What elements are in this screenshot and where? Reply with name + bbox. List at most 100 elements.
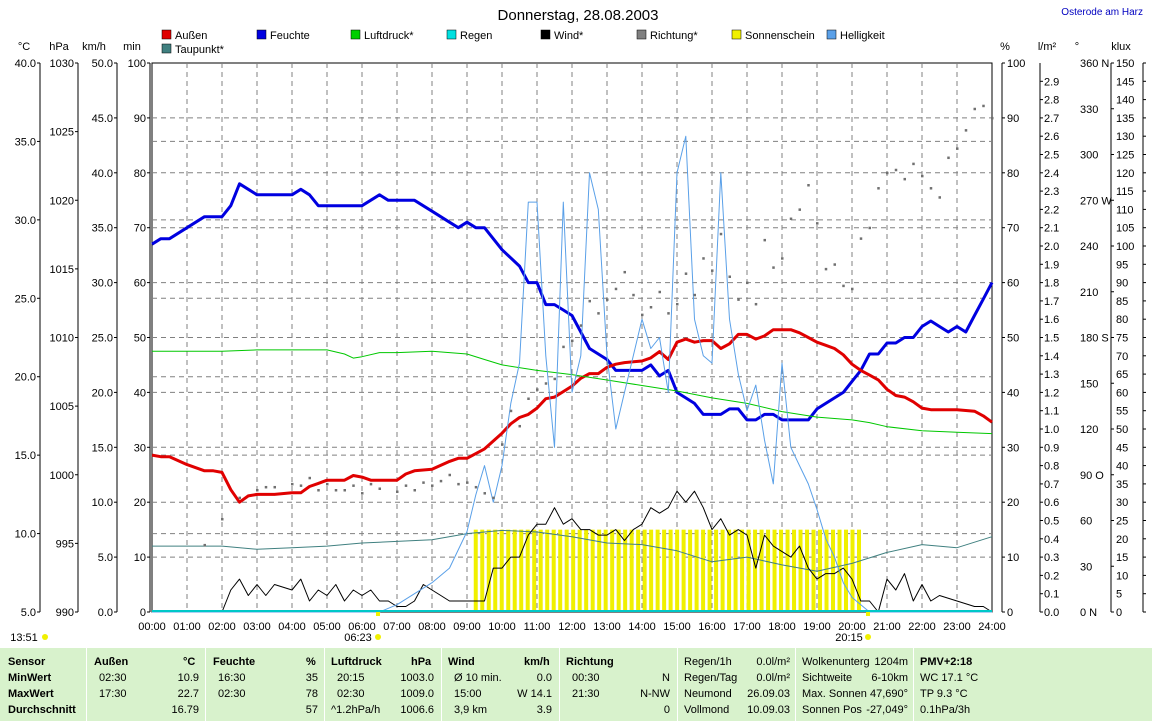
luftdruck-unit: hPa	[411, 656, 432, 668]
x-tick-15: 15:00	[663, 621, 691, 633]
sunshine-bar-50	[798, 529, 803, 612]
richtung-point-1	[221, 517, 224, 521]
axis-rain-tick-6: 2.3	[1044, 186, 1059, 198]
legend-label-6: Richtung*	[650, 30, 698, 42]
axis-lux-tick-25: 25	[1116, 516, 1128, 528]
luftdruck-max: 1009.0	[400, 688, 434, 700]
aussen-max: 22.7	[177, 688, 199, 700]
axis-percent-tick-0: 100	[1007, 58, 1025, 70]
richtung-max: N-NW	[640, 688, 670, 700]
sunshine-bar-51	[805, 529, 810, 612]
richtung-point-83	[973, 107, 976, 111]
richtung-point-65	[816, 222, 819, 225]
sunshine-bar-20	[603, 529, 608, 612]
sunshine-bar-40	[733, 529, 738, 612]
richtung-point-45	[641, 313, 644, 317]
richtung-point-43	[623, 270, 626, 274]
axis-lux-tick-2: 140	[1116, 95, 1134, 107]
richtung-point-60	[772, 266, 775, 269]
sunshine-bar-1	[480, 529, 485, 612]
richtung-point-25	[466, 481, 469, 484]
luftdruck-trend: ^1.2hPa/h	[331, 704, 381, 716]
wolken: 1204m	[874, 656, 908, 668]
axis-min-tick-5: 50	[134, 333, 146, 345]
axis-min-tick-2: 80	[134, 168, 146, 180]
richtung-point-13	[352, 484, 355, 487]
sunshine-bar-58	[850, 529, 855, 612]
sunshine-bar-41	[740, 529, 745, 612]
axis-wind-tick-8: 10.0	[92, 497, 113, 509]
vollmond: 10.09.03	[747, 704, 790, 716]
richtung-point-36	[562, 345, 565, 349]
sunshine-bar-28	[655, 529, 660, 612]
vollmond-label: Vollmond	[684, 704, 730, 716]
axis-percent-tick-7: 30	[1007, 442, 1019, 454]
richtung-point-30	[509, 409, 513, 413]
col-luftdruck: Luftdruck hPa 20:15 1003.0 02:30 1009.0 …	[325, 648, 441, 721]
aussen-min-time: 02:30	[99, 672, 127, 684]
neumond: 26.09.03	[747, 688, 790, 700]
sunshine-bar-16	[577, 529, 582, 612]
sunshine-bar-46	[772, 529, 777, 612]
axis-min-tick-4: 60	[134, 278, 146, 290]
axis-lux-tick-24: 30	[1116, 497, 1128, 509]
axis-rain-tick-28: 0.1	[1044, 589, 1059, 601]
axis-lux-tick-27: 15	[1116, 552, 1128, 564]
axis-min-tick-10: 0	[140, 607, 146, 619]
feuchte-unit: %	[306, 656, 316, 668]
richtung-point-10	[326, 482, 329, 486]
neumond-label: Neumond	[684, 688, 732, 700]
series-luftdruck-line	[152, 349, 993, 435]
legend-swatch-3	[350, 29, 361, 40]
x-tick-9: 09:00	[453, 621, 481, 633]
axis-rain-unit: l/m²	[1038, 41, 1057, 53]
richtung-point-37	[571, 339, 574, 343]
sensor-header: Sensor	[8, 656, 46, 668]
sunshine-bar-2	[486, 529, 491, 612]
x-tick-10: 10:00	[488, 621, 516, 633]
legend-swatch-1	[161, 43, 172, 54]
sunshine-bar-15	[571, 529, 576, 612]
sunshine-bar-29	[662, 529, 667, 612]
axis-min-unit: min	[123, 41, 141, 53]
richtung-point-0	[203, 543, 206, 547]
axis-lux-tick-6: 120	[1116, 168, 1134, 180]
axis-wind-unit: km/h	[82, 41, 106, 53]
richtung-point-75	[903, 177, 906, 181]
axis-wind-tick-0: 50.0	[92, 58, 113, 70]
regen-tag: 0.0l/m²	[756, 672, 790, 684]
x-tick-4: 04:00	[278, 621, 306, 633]
axis-percent-tick-10: 0	[1007, 607, 1013, 619]
richtung-point-39	[588, 299, 591, 303]
sunshine-bar-26	[642, 529, 647, 612]
regen-1h-label: Regen/1h	[684, 656, 732, 668]
axis-wind-tick-7: 15.0	[92, 442, 113, 454]
col-pmv: PMV+2:18 WC 17.1 °C TP 9.3 °C 0.1hPa/3h	[914, 648, 1152, 721]
richtung-point-18	[404, 484, 408, 487]
richtung-point-85	[991, 116, 994, 120]
richtung-point-48	[667, 312, 670, 315]
richtung-point-74	[894, 168, 898, 172]
axis-percent-tick-9: 10	[1007, 552, 1019, 564]
luftdruck-header: Luftdruck	[331, 656, 382, 668]
richtung-point-14	[361, 492, 364, 495]
axis-temp-tick-7: 5.0	[21, 607, 36, 619]
richtung-max-time: 21:30	[572, 688, 600, 700]
richtung-point-77	[921, 174, 924, 178]
richtung-point-29	[501, 443, 504, 446]
chart-title: Donnerstag, 28.08.2003	[498, 7, 659, 24]
richtung-point-32	[527, 397, 530, 400]
axis-rain-tick-21: 0.8	[1044, 461, 1059, 473]
axis-rain-tick-9: 2.0	[1044, 241, 1059, 253]
sunshine-bar-12	[551, 529, 556, 612]
axis-hpa-tick-3: 1015	[50, 264, 74, 276]
richtung-point-57	[746, 281, 749, 285]
richtung-point-20	[422, 481, 425, 484]
richtung-point-64	[807, 184, 810, 187]
axis-lux-tick-3: 135	[1116, 113, 1134, 125]
legend-swatch-2	[256, 29, 267, 40]
axis-hpa-tick-2: 1020	[50, 195, 74, 207]
richtung-point-15	[369, 482, 373, 486]
axis-lux-tick-4: 130	[1116, 131, 1134, 143]
sunshine-bar-9	[532, 529, 537, 612]
